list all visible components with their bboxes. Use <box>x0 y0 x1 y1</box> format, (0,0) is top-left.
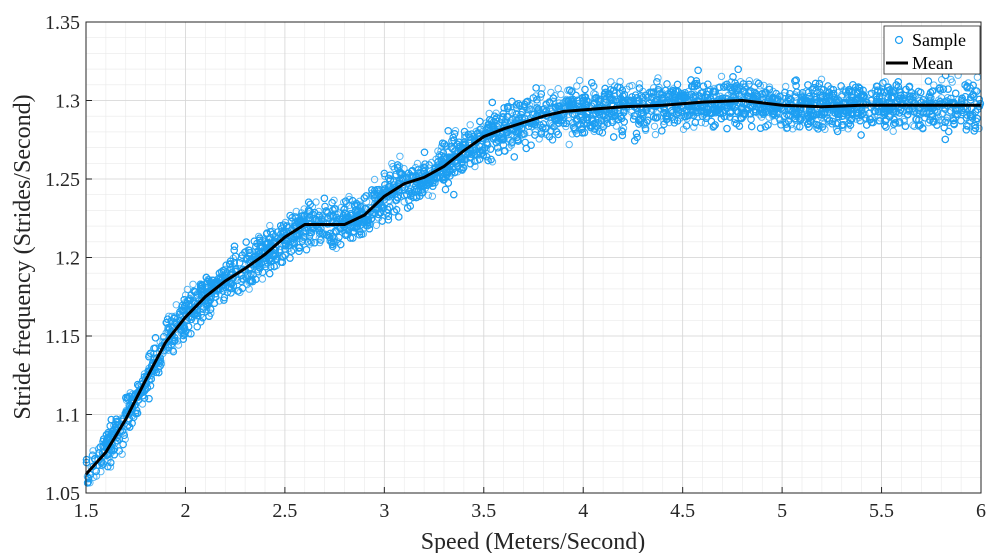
sample-point <box>651 130 660 139</box>
sample-point <box>370 175 379 184</box>
sample-point <box>156 338 164 346</box>
sample-point <box>451 127 460 135</box>
sample-point <box>650 122 659 131</box>
sample-point <box>936 83 944 92</box>
sample-point <box>106 463 115 471</box>
sample-point <box>844 125 852 133</box>
sample-point <box>174 341 183 349</box>
sample-point <box>306 240 314 248</box>
sample-point <box>164 346 172 354</box>
sample-point <box>782 124 791 133</box>
sample-point <box>628 81 636 90</box>
sample-point <box>438 142 446 151</box>
sample-point <box>554 85 562 93</box>
sample-point <box>617 126 626 135</box>
sample-point <box>461 131 469 140</box>
sample-point <box>607 78 615 86</box>
sample-point <box>437 147 445 155</box>
sample-point <box>507 139 516 147</box>
sample-point <box>345 195 354 204</box>
sample-point <box>938 76 946 84</box>
sample-point <box>381 172 389 180</box>
sample-point <box>362 198 371 206</box>
sample-point <box>466 121 474 129</box>
sample-point <box>120 429 128 437</box>
sample-point <box>731 119 739 127</box>
sample-point <box>824 118 832 126</box>
sample-point <box>727 78 736 86</box>
sample-point <box>492 117 501 125</box>
sample-point <box>654 74 662 82</box>
sample-point <box>889 127 897 135</box>
sample-point <box>817 75 826 84</box>
sample-point <box>765 83 774 91</box>
sample-point <box>557 90 565 99</box>
sample-point <box>745 77 754 85</box>
sample-point <box>337 203 346 212</box>
sample-point <box>576 76 584 85</box>
sample-point <box>184 329 193 338</box>
sample-point <box>610 82 619 90</box>
sample-point <box>396 152 404 161</box>
sample-point <box>94 445 103 453</box>
sample-point <box>535 135 543 143</box>
sample-point <box>591 90 599 99</box>
sample-point <box>245 278 253 286</box>
sample-point <box>948 78 956 86</box>
sample-point <box>635 80 644 88</box>
sample-point <box>330 196 338 205</box>
sample-point <box>612 122 620 130</box>
sample-point <box>507 141 516 149</box>
sample-point <box>315 207 323 216</box>
sample-point <box>690 123 698 131</box>
sample-point <box>565 140 573 149</box>
sample-point <box>428 192 437 200</box>
sample-point <box>573 82 581 90</box>
sample-point <box>839 123 847 131</box>
sample-point <box>589 82 598 90</box>
sample-point <box>895 119 903 127</box>
sample-point <box>900 117 908 126</box>
sample-point <box>717 72 726 81</box>
sample-points <box>82 65 985 487</box>
sample-point <box>520 129 528 138</box>
sample-point <box>189 280 197 288</box>
sample-point <box>590 89 598 98</box>
